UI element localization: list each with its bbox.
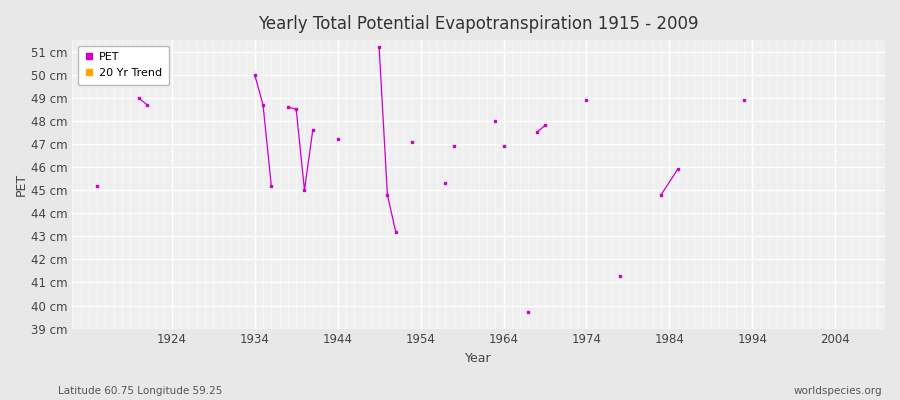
X-axis label: Year: Year bbox=[465, 352, 492, 365]
Legend: PET, 20 Yr Trend: PET, 20 Yr Trend bbox=[77, 46, 168, 85]
Text: Latitude 60.75 Longitude 59.25: Latitude 60.75 Longitude 59.25 bbox=[58, 386, 223, 396]
Y-axis label: PET: PET bbox=[15, 173, 28, 196]
Text: worldspecies.org: worldspecies.org bbox=[794, 386, 882, 396]
Title: Yearly Total Potential Evapotranspiration 1915 - 2009: Yearly Total Potential Evapotranspiratio… bbox=[258, 15, 699, 33]
